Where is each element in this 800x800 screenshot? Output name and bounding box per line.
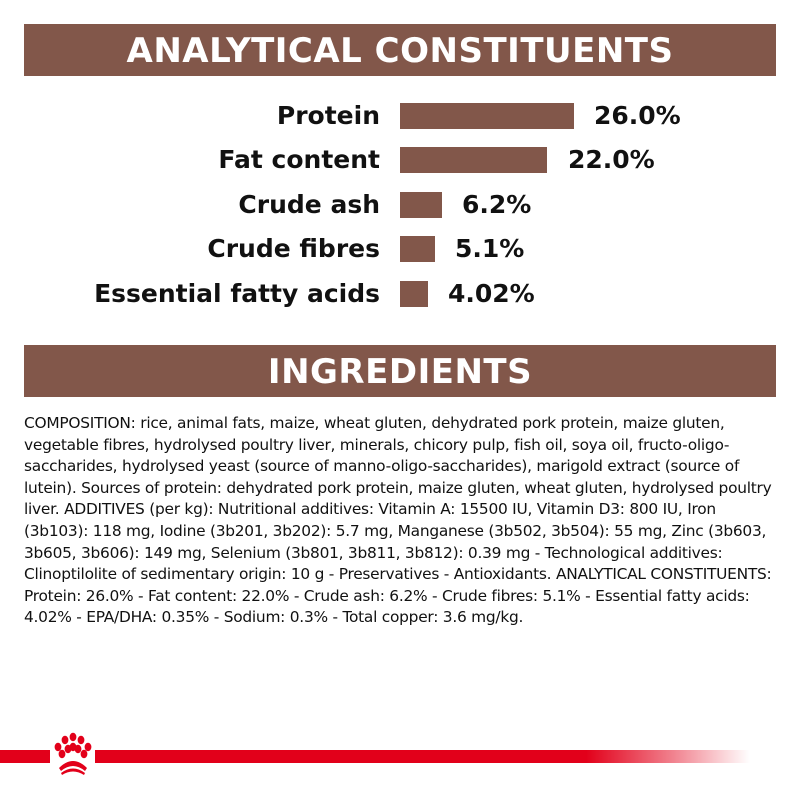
chart-value: 5.1% — [455, 234, 525, 263]
chart-row-crude-ash: Crude ash 6.2% — [0, 185, 800, 225]
red-line-right — [95, 750, 750, 763]
chart-row-crude-fibres: Crude fibres 5.1% — [0, 229, 800, 269]
analytical-constituents-banner: ANALYTICAL CONSTITUENTS — [24, 24, 776, 76]
chart-label: Fat content — [218, 145, 380, 174]
chart-label: Essential fatty acids — [94, 279, 380, 308]
chart-label: Crude fibres — [207, 234, 380, 263]
chart-bar — [400, 281, 428, 307]
chart-bar — [400, 147, 547, 173]
chart-bar — [400, 192, 442, 218]
ingredients-banner: INGREDIENTS — [24, 345, 776, 397]
chart-label: Protein — [276, 101, 380, 130]
chart-bar — [400, 103, 574, 129]
chart-value: 6.2% — [462, 190, 532, 219]
chart-bar — [400, 236, 435, 262]
chart-value: 26.0% — [594, 101, 681, 130]
chart-value: 4.02% — [448, 279, 535, 308]
chart-row-essential-fatty-acids: Essential fatty acids 4.02% — [0, 274, 800, 314]
red-line-left — [0, 750, 50, 763]
chart-label: Crude ash — [238, 190, 380, 219]
royal-canin-crown-icon — [54, 732, 92, 775]
chart-value: 22.0% — [568, 145, 655, 174]
chart-row-protein: Protein 26.0% — [0, 96, 800, 136]
chart-row-fat-content: Fat content 22.0% — [0, 140, 800, 180]
ingredients-text: COMPOSITION: rice, animal fats, maize, w… — [24, 414, 772, 627]
